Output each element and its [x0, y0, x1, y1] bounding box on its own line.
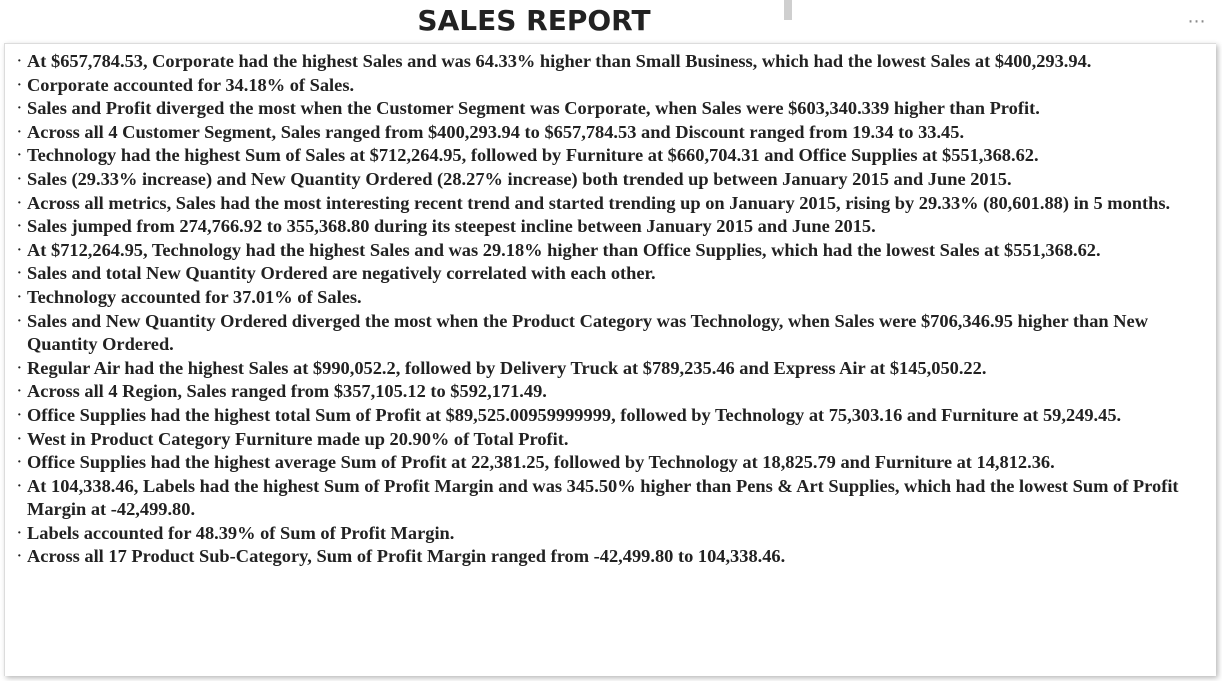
bullet-icon: ·: [17, 549, 22, 565]
insight-item: · At $712,264.95, Technology had the high…: [17, 239, 1200, 263]
insight-text: Labels accounted for 48.39% of Sum of Pr…: [27, 522, 455, 543]
insight-text: Across all metrics, Sales had the most i…: [27, 192, 1171, 213]
insight-item: · Across all 4 Customer Segment, Sales ra…: [17, 121, 1200, 145]
bullet-icon: ·: [17, 478, 22, 494]
bullet-icon: ·: [17, 101, 22, 117]
insight-text: Sales jumped from 274,766.92 to 355,368.…: [27, 216, 876, 237]
insight-text: Sales and total New Quantity Ordered are…: [27, 263, 656, 284]
insight-text: At $712,264.95, Technology had the highe…: [27, 239, 1101, 260]
bullet-icon: ·: [17, 148, 22, 164]
insight-text: At $657,784.53, Corporate had the highes…: [27, 51, 1092, 71]
insight-item: · At 104,338.46, Labels had the highest S…: [17, 475, 1200, 522]
bullet-icon: ·: [17, 171, 22, 187]
insights-list: · At $657,784.53, Corporate had the highe…: [5, 44, 1216, 569]
insight-text: Regular Air had the highest Sales at $99…: [27, 357, 987, 378]
more-options-icon[interactable]: ⋯: [1187, 11, 1207, 32]
bullet-icon: ·: [17, 124, 22, 140]
insight-item: · Technology accounted for 37.01% of Sale…: [17, 286, 1200, 310]
smart-narrative-panel: · At $657,784.53, Corporate had the highe…: [4, 43, 1216, 676]
insight-item: · West in Product Category Furniture made…: [17, 428, 1200, 452]
report-title: SALES REPORT: [417, 4, 651, 37]
bullet-icon: ·: [17, 266, 22, 282]
insight-text: Across all 4 Customer Segment, Sales ran…: [27, 121, 965, 142]
bullet-icon: ·: [17, 242, 22, 258]
bullet-icon: ·: [17, 360, 22, 376]
insight-item: · At $657,784.53, Corporate had the highe…: [17, 50, 1200, 74]
insight-text: Across all 4 Region, Sales ranged from $…: [27, 381, 547, 402]
insight-item: · Labels accounted for 48.39% of Sum of P…: [17, 522, 1200, 546]
bullet-icon: ·: [17, 289, 22, 305]
bullet-icon: ·: [17, 384, 22, 400]
insight-text: Corporate accounted for 34.18% of Sales.: [27, 74, 355, 95]
insight-item: · Technology had the highest Sum of Sales…: [17, 144, 1200, 168]
bullet-icon: ·: [17, 195, 22, 211]
insight-item: · Sales and New Quantity Ordered diverged…: [17, 310, 1200, 357]
insight-item: · Across all 17 Product Sub-Category, Sum…: [17, 545, 1200, 569]
insight-item: · Sales jumped from 274,766.92 to 355,368…: [17, 215, 1200, 239]
insight-item: · Regular Air had the highest Sales at $9…: [17, 357, 1200, 381]
insight-item: · Office Supplies had the highest average…: [17, 451, 1200, 475]
insight-item: · Corporate accounted for 34.18% of Sales…: [17, 74, 1200, 98]
bullet-icon: ·: [17, 455, 22, 471]
header-divider: [784, 0, 792, 20]
bullet-icon: ·: [17, 77, 22, 93]
insight-text: Sales and New Quantity Ordered diverged …: [27, 310, 1148, 355]
insight-text: Sales and Profit diverged the most when …: [27, 98, 1040, 119]
bullet-icon: ·: [17, 219, 22, 235]
insight-text: At 104,338.46, Labels had the highest Su…: [27, 475, 1179, 520]
insight-item: · Across all 4 Region, Sales ranged from …: [17, 380, 1200, 404]
insight-text: West in Product Category Furniture made …: [27, 428, 569, 449]
bullet-icon: ·: [17, 407, 22, 423]
insight-item: · Office Supplies had the highest total S…: [17, 404, 1200, 428]
bullet-icon: ·: [17, 313, 22, 329]
insight-text: Across all 17 Product Sub-Category, Sum …: [27, 546, 786, 567]
insight-item: · Across all metrics, Sales had the most …: [17, 192, 1200, 216]
insight-text: Office Supplies had the highest average …: [27, 452, 1055, 473]
bullet-icon: ·: [17, 54, 22, 69]
insight-text: Office Supplies had the highest total Su…: [27, 404, 1122, 425]
insight-item: · Sales and total New Quantity Ordered ar…: [17, 262, 1200, 286]
bullet-icon: ·: [17, 431, 22, 447]
insight-text: Sales (29.33% increase) and New Quantity…: [27, 168, 1012, 189]
insight-item: · Sales and Profit diverged the most when…: [17, 97, 1200, 121]
insight-text: Technology accounted for 37.01% of Sales…: [27, 286, 362, 307]
insight-item: · Sales (29.33% increase) and New Quantit…: [17, 168, 1200, 192]
insight-text: Technology had the highest Sum of Sales …: [27, 145, 1039, 166]
bullet-icon: ·: [17, 525, 22, 541]
